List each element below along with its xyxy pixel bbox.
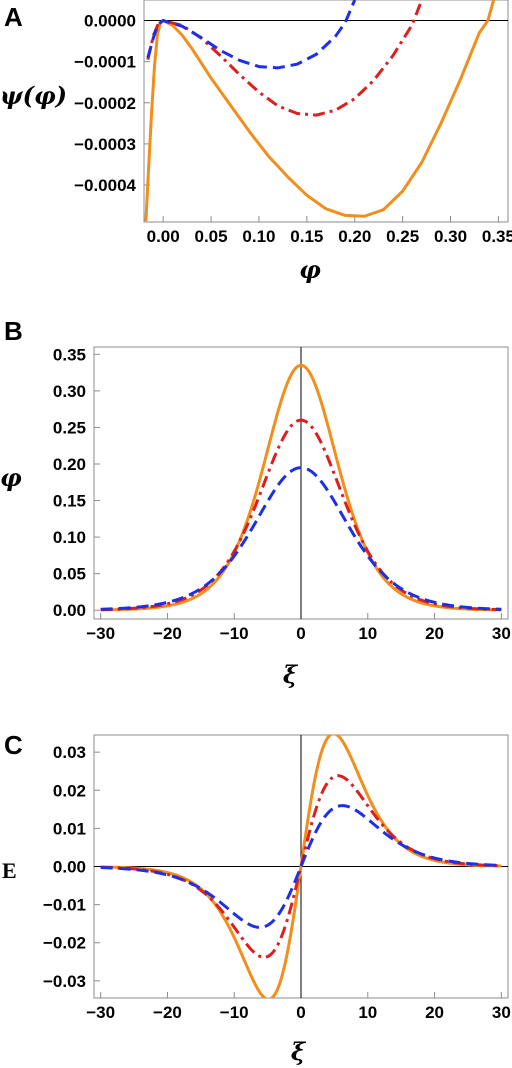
- panel-b-y-tick-label: 0.30: [53, 382, 86, 401]
- panel-a-y-tick-label: 0.0000: [84, 12, 136, 31]
- panel-b-y-tick-label: 0.00: [53, 601, 86, 620]
- panel-c-series-orange-solid: [100, 735, 502, 998]
- panel-a-y-tick-label: −0.0003: [74, 135, 136, 154]
- panel-b-ylabel: φ: [0, 463, 22, 492]
- panel-b-xlabel: ξ: [283, 660, 299, 689]
- panel-b-x-tick-label: −10: [220, 624, 249, 643]
- panel-c-y-tick-label: 0.00: [53, 858, 86, 877]
- panel-b-x-tick-label: 20: [425, 624, 444, 643]
- panel-a-y-tick-label: −0.0002: [74, 94, 136, 113]
- panel-a-x-tick-label: 0.30: [434, 227, 467, 246]
- panel-c-x-tick-label: −20: [153, 1003, 182, 1022]
- panel-b-series-orange-solid: [100, 363, 502, 612]
- panel-a-x-tick-label: 0.35: [482, 227, 512, 246]
- panel-a-x-tick-label: 0.10: [242, 227, 275, 246]
- panel-c-ylabel: E: [2, 858, 17, 883]
- panel-c-label: C: [4, 730, 23, 760]
- panel-c-x-tick-label: 30: [492, 1003, 511, 1022]
- panel-b: B φ ξ −30 −20 −10 0 10 20 30 0.00 0.05 0.10 0.15 0.…: [0, 316, 511, 689]
- panel-b-label: B: [4, 316, 23, 346]
- panel-b-y-tick-label: 0.20: [53, 455, 86, 474]
- panel-a-series-blue-dashed: [146, 0, 357, 70]
- panel-a-xlabel: φ: [299, 255, 321, 284]
- panel-c-xlabel: ξ: [291, 1037, 307, 1066]
- panel-b-x-tick-label: −20: [153, 624, 182, 643]
- panel-c-y-tick-label: −0.02: [43, 934, 86, 953]
- panel-a-ylabel: ψ(φ): [0, 81, 67, 110]
- panel-c-y-tick-label: −0.01: [43, 896, 86, 915]
- panel-a-frame: [143, 0, 509, 223]
- panel-a-series-orange-solid: [144, 0, 496, 222]
- panel-a-y-tick-label: −0.0001: [74, 53, 136, 72]
- panel-a-label: A: [4, 2, 23, 32]
- panel-b-y-tick-label: 0.15: [53, 492, 86, 511]
- panel-c-x-tick-label: 0: [296, 1003, 305, 1022]
- panel-c-x-tick-label: −10: [220, 1003, 249, 1022]
- panel-c-y-tick-label: 0.02: [53, 781, 86, 800]
- panel-c-y-tick-label: 0.03: [53, 743, 86, 762]
- panel-a-series-red-dashdot: [146, 0, 424, 117]
- panel-b-y-tick-label: 0.10: [53, 528, 86, 547]
- panel-b-y-tick-label: 0.25: [53, 418, 86, 437]
- panel-a-x-tick-label: 0.05: [195, 227, 228, 246]
- panel-b-y-tick-label: 0.05: [53, 565, 86, 584]
- panel-b-x-tick-label: 30: [492, 624, 511, 643]
- panel-a-x-tick-label: 0.15: [290, 227, 323, 246]
- panel-b-x-tick-label: 0: [296, 624, 305, 643]
- panel-a-x-tick-label: 0.00: [147, 227, 180, 246]
- panel-b-x-tick-label: 10: [358, 624, 377, 643]
- panel-a-y-tick-label: −0.0004: [74, 176, 136, 195]
- panel-a-x-tick-label: 0.20: [338, 227, 371, 246]
- panel-c-x-tick-label: −30: [86, 1003, 115, 1022]
- panel-c: C E ξ −30 −20 −10 0 10 20 30 0.03 0.02 0.01 0.00 −0…: [2, 730, 511, 1066]
- panel-a-x-tick-label: 0.25: [386, 227, 419, 246]
- panel-c-series-blue-dashed: [100, 804, 502, 929]
- panel-b-series-blue-dashed: [100, 466, 502, 611]
- panel-b-y-tick-label: 0.35: [53, 345, 86, 364]
- panel-c-x-tick-label: 20: [425, 1003, 444, 1022]
- panel-a: A ψ(φ) φ 0.00 0.05 0.10 0.15 0.20 0.25 0.30 0.3…: [0, 0, 512, 284]
- panel-c-x-tick-label: 10: [358, 1003, 377, 1022]
- panel-c-y-tick-label: 0.01: [53, 819, 86, 838]
- panel-c-y-tick-label: −0.03: [43, 972, 86, 991]
- panel-b-x-tick-label: −30: [86, 624, 115, 643]
